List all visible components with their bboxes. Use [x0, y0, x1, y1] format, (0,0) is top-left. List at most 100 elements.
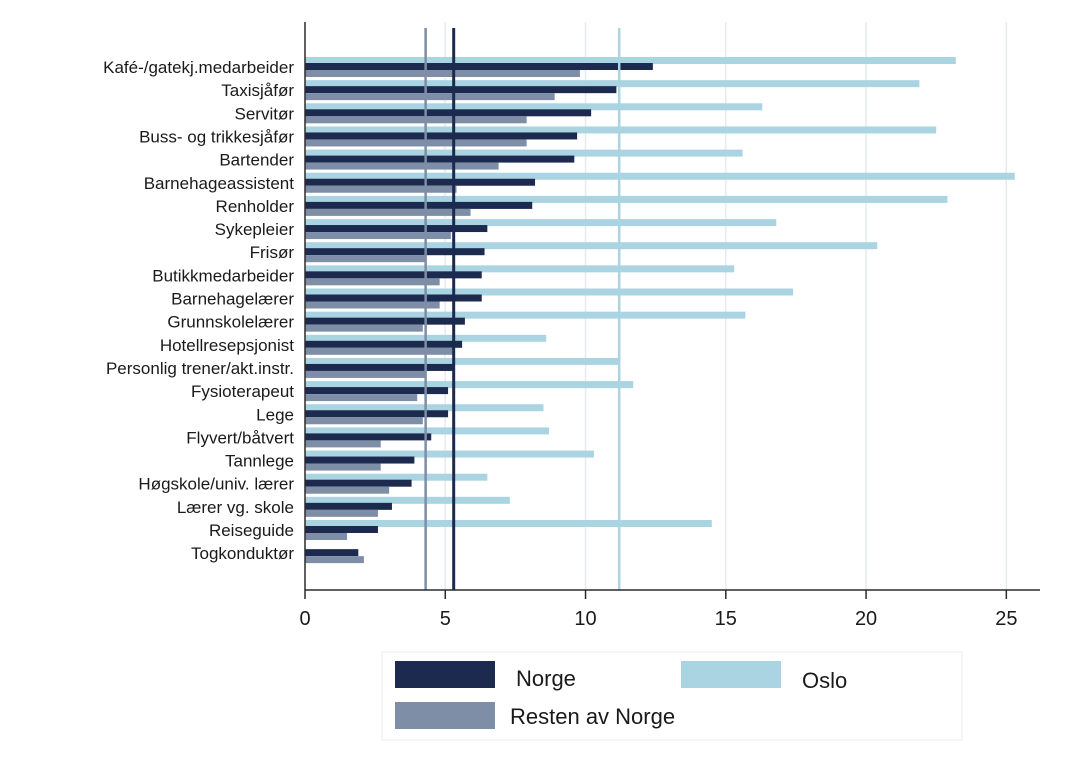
bar-norge-renholder	[305, 201, 533, 209]
bar-norge-lege	[305, 410, 449, 418]
bar-resten-reiseguide	[305, 533, 348, 540]
bar-oslo-butikkmedarbeider	[305, 265, 735, 273]
bar-norge-hotellresepsjonist	[305, 340, 463, 348]
bar-resten-barnehagel-rer	[305, 301, 440, 309]
category-label-l-rer-vg-skole: Lærer vg. skole	[177, 498, 294, 517]
category-label-fris-r: Frisør	[250, 243, 295, 262]
bar-resten-butikkmedarbeider	[305, 278, 440, 286]
bar-resten-tannlege	[305, 463, 381, 471]
category-label-butikkmedarbeider: Butikkmedarbeider	[152, 266, 294, 285]
bar-norge-reiseguide	[305, 526, 378, 533]
category-label-renholder: Renholder	[216, 197, 295, 216]
bar-norge-l-rer-vg-skole	[305, 502, 392, 510]
category-label-barnehageassistent: Barnehageassistent	[144, 174, 295, 193]
bar-resten-buss-og-trikkesjaf-r	[305, 139, 527, 147]
bar-resten-barnehageassistent	[305, 185, 457, 193]
category-label-togkondukt-r: Togkonduktør	[191, 544, 294, 563]
bar-oslo-barnehagel-rer	[305, 288, 794, 296]
bar-norge-barnehagel-rer	[305, 294, 482, 302]
category-label-buss-og-trikkesjaf-r: Buss- og trikkesjåfør	[139, 127, 294, 146]
bar-resten-taxisjaf-r	[305, 93, 555, 101]
bar-oslo-personlig-trener-akt-instr	[305, 357, 620, 365]
bar-norge-fysioterapeut	[305, 387, 449, 395]
bar-oslo-h-gskole-univ-l-rer	[305, 473, 488, 481]
bar-norge-fris-r	[305, 248, 485, 256]
category-label-lege: Lege	[256, 405, 294, 424]
bar-oslo-taxisjaf-r	[305, 80, 920, 88]
category-label-barnehagel-rer: Barnehagelærer	[171, 290, 294, 309]
category-label-personlig-trener-akt-instr: Personlig trener/akt.instr.	[106, 359, 294, 378]
bar-oslo-sykepleier	[305, 219, 777, 227]
x-tick-label-25: 25	[995, 608, 1017, 630]
bar-norge-togkondukt-r	[305, 549, 359, 557]
legend: Norge Oslo Resten av Norge	[381, 651, 963, 741]
x-tick-label-5: 5	[440, 608, 451, 630]
bar-oslo-fris-r	[305, 242, 878, 250]
axis-layer: 0 5 10 15 20 25	[299, 22, 1040, 630]
category-label-taxisjaf-r: Taxisjåfør	[221, 81, 294, 100]
bar-norge-h-gskole-univ-l-rer	[305, 479, 412, 487]
category-label-sykepleier: Sykepleier	[215, 220, 295, 239]
category-labels: Kafé-/gatekj.medarbeider Taxisjåfør Servit…	[103, 58, 294, 563]
bar-norge-kafe-gatekj-medarbeider	[305, 63, 653, 70]
bar-oslo-kafe-gatekj-medarbeider	[305, 57, 956, 64]
legend-swatch-oslo	[681, 661, 781, 688]
category-label-reiseguide: Reiseguide	[209, 521, 294, 540]
category-label-kafe-gatekj-medarbeider: Kafé-/gatekj.medarbeider	[103, 58, 294, 77]
legend-label-norge: Norge	[516, 666, 576, 691]
x-tick-label-0: 0	[299, 608, 310, 630]
bar-oslo-barnehageassistent	[305, 172, 1015, 180]
bar-resten-grunnskolel-rer	[305, 324, 423, 332]
legend-label-resten-av-norge: Resten av Norge	[510, 704, 675, 729]
bar-norge-grunnskolel-rer	[305, 317, 465, 325]
bar-oslo-grunnskolel-rer	[305, 311, 746, 319]
category-label-bartender: Bartender	[219, 151, 294, 170]
bar-oslo-fysioterapeut	[305, 381, 634, 389]
bar-norge-taxisjaf-r	[305, 86, 617, 94]
bar-norge-bartender	[305, 155, 575, 163]
bar-norge-butikkmedarbeider	[305, 271, 482, 279]
bar-resten-togkondukt-r	[305, 556, 364, 564]
bar-oslo-reiseguide	[305, 520, 712, 527]
category-label-grunnskolel-rer: Grunnskolelærer	[167, 313, 294, 332]
bar-resten-kafe-gatekj-medarbeider	[305, 70, 580, 77]
bar-resten-h-gskole-univ-l-rer	[305, 486, 390, 494]
bar-resten-servit-r	[305, 116, 527, 124]
bar-resten-flyvert-batvert	[305, 440, 381, 448]
bar-oslo-bartender	[305, 149, 743, 157]
bar-norge-buss-og-trikkesjaf-r	[305, 132, 578, 140]
x-tick-label-20: 20	[855, 608, 877, 630]
bar-oslo-renholder	[305, 195, 948, 203]
bar-oslo-tannlege	[305, 450, 594, 458]
bar-oslo-flyvert-batvert	[305, 427, 550, 435]
bar-norge-personlig-trener-akt-instr	[305, 363, 454, 371]
category-label-h-gskole-univ-l-rer: Høgskole/univ. lærer	[138, 475, 294, 494]
x-tick-label-10: 10	[574, 608, 596, 630]
category-label-servit-r: Servitør	[235, 104, 295, 123]
legend-swatch-norge	[395, 661, 495, 688]
reference-lines	[424, 28, 621, 590]
bar-norge-tannlege	[305, 456, 415, 464]
category-label-tannlege: Tannlege	[225, 452, 294, 471]
bar-resten-personlig-trener-akt-instr	[305, 370, 426, 378]
bar-resten-sykepleier	[305, 232, 451, 240]
bar-oslo-buss-og-trikkesjaf-r	[305, 126, 937, 134]
bar-resten-lege	[305, 417, 423, 425]
bar-resten-hotellresepsjonist	[305, 347, 454, 355]
bar-resten-renholder	[305, 208, 471, 216]
grid-layer	[444, 22, 1008, 590]
bar-oslo-l-rer-vg-skole	[305, 496, 510, 504]
legend-label-oslo: Oslo	[802, 668, 847, 693]
bar-norge-sykepleier	[305, 225, 488, 233]
bar-resten-fris-r	[305, 255, 426, 263]
bar-resten-fysioterapeut	[305, 394, 418, 402]
bar-norge-flyvert-batvert	[305, 433, 432, 441]
bar-oslo-lege	[305, 404, 544, 412]
bar-norge-barnehageassistent	[305, 178, 536, 186]
legend-swatch-resten-av-norge	[395, 702, 495, 729]
bar-oslo-servit-r	[305, 103, 763, 111]
bars-layer	[305, 57, 1015, 564]
bar-resten-bartender	[305, 162, 499, 170]
